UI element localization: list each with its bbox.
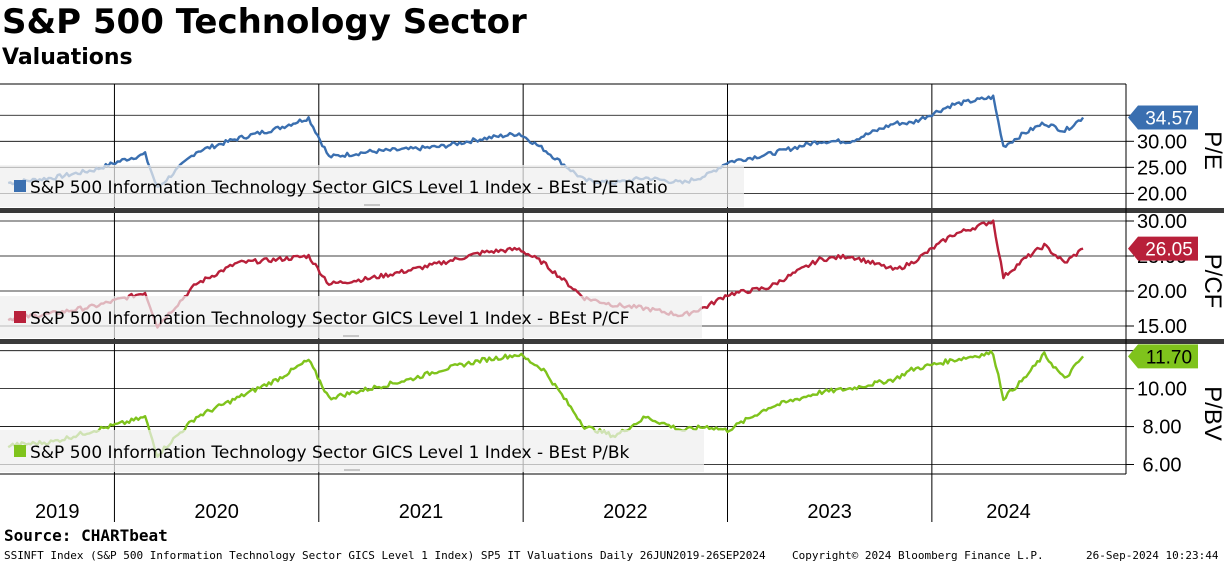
axis-layer: 2019 2020 2021 2022 2023 202420.0025.0030.003… (35, 84, 1224, 523)
year-label-2019: 2019 (35, 501, 80, 523)
legend-label-pcf: S&P 500 Information Technology Sector GI… (30, 309, 630, 329)
year-label-2021: 2021 (399, 501, 444, 523)
chart-title: S&P 500 Technology Sector (2, 2, 527, 42)
footer-description: SSINFT Index (S&P 500 Information Techno… (4, 549, 766, 562)
axis-title-pbv: P/BV (1199, 386, 1224, 441)
legend-box-pbv (0, 430, 704, 472)
ytick-label-pe-25.00: 25.00 (1137, 157, 1187, 179)
legend-layer: S&P 500 Information Technology Sector GI… (0, 165, 744, 472)
panel-separator-2 (0, 339, 1224, 344)
last-value-label-pcf: 26.05 (1145, 240, 1193, 261)
legend-label-pe: S&P 500 Information Technology Sector GI… (30, 178, 668, 198)
legend-box-pcf (0, 296, 702, 338)
ytick-label-pbv-8.00: 8.00 (1143, 417, 1182, 439)
chart-subtitle: Valuations (2, 45, 133, 70)
series-line-pcf (7, 219, 1084, 329)
year-label-2023: 2023 (807, 501, 852, 523)
legend-label-pbv: S&P 500 Information Technology Sector GI… (30, 443, 630, 463)
footer-copyright: Copyright© 2024 Bloomberg Finance L.P. (792, 549, 1044, 562)
axis-title-pe: P/E (1199, 131, 1224, 170)
source-note: Source: CHARTbeat (4, 526, 168, 545)
year-label-2022: 2022 (603, 501, 648, 523)
ytick-label-pe-30.00: 30.00 (1137, 131, 1187, 153)
last-value-label-pe: 34.57 (1145, 108, 1193, 129)
last-value-flag-pbv (1128, 344, 1198, 369)
legend-box-pe (0, 165, 744, 207)
last-value-flag-pcf (1128, 236, 1198, 261)
ytick-label-pe-20.00: 20.00 (1137, 183, 1187, 205)
panel-separator-1 (0, 208, 1224, 213)
line-layer (7, 94, 1085, 458)
ytick-label-pbv-10.00: 10.00 (1137, 379, 1187, 401)
ytick-label-pcf-30.00: 30.00 (1137, 211, 1187, 233)
last-value-label-pbv: 11.70 (1146, 347, 1192, 368)
ytick-label-pbv-6.00: 6.00 (1143, 455, 1182, 477)
footer-timestamp: 26-Sep-2024 10:23:44 (1086, 549, 1219, 562)
axis-title-pcf: P/CF (1199, 254, 1224, 309)
legend-swatch-pbv (14, 445, 26, 457)
series-line-pe (7, 94, 1085, 188)
last-value-flag-pe (1128, 105, 1198, 130)
legend-swatch-pcf (14, 311, 26, 323)
ytick-label-pcf-15.00: 15.00 (1137, 316, 1187, 338)
legend-swatch-pe (14, 180, 26, 192)
series-line-pbv (7, 349, 1085, 458)
ytick-label-pcf-20.00: 20.00 (1137, 281, 1187, 303)
year-label-2020: 2020 (194, 501, 239, 523)
year-label-2024: 2024 (986, 501, 1031, 523)
